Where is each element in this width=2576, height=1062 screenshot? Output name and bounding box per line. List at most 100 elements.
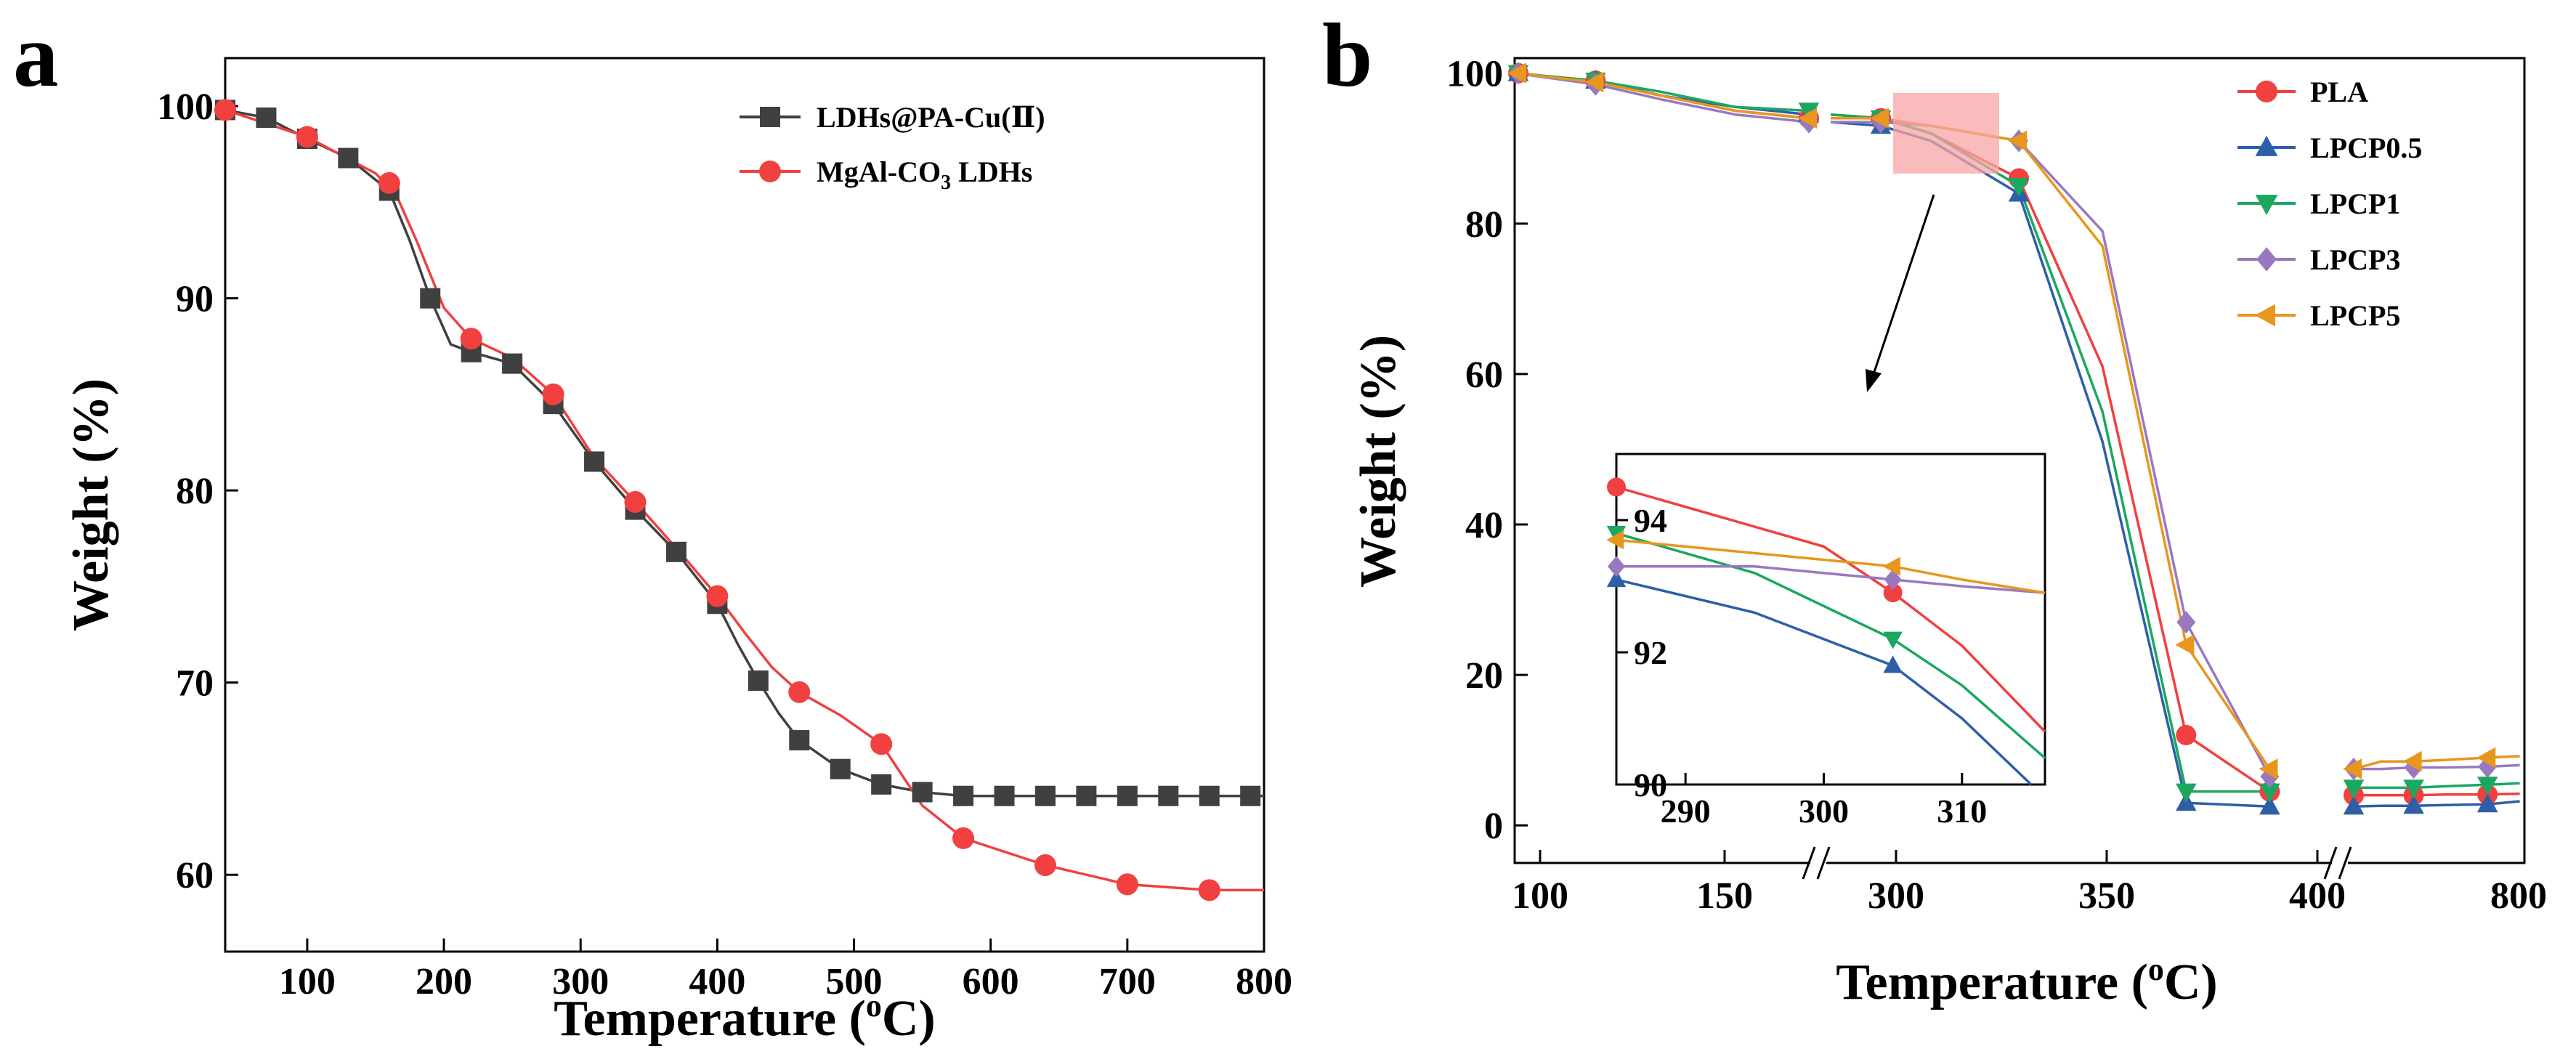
y-tick-label: 60: [1465, 354, 1503, 396]
data-point: [1116, 873, 1138, 896]
data-point: [1198, 879, 1220, 901]
data-point: [2259, 795, 2280, 815]
data-point: [2343, 795, 2365, 815]
panel-label-a: a: [13, 6, 59, 106]
inset-plot: 290 300 310 90 92 94: [1606, 453, 2046, 830]
data-point: [1199, 785, 1220, 806]
legend-label: LPCP5: [2310, 299, 2400, 332]
data-point: [2476, 793, 2498, 813]
series-line: [2353, 800, 2520, 808]
inset-data-point: [1883, 631, 1903, 649]
legend-marker: [2256, 247, 2277, 272]
x-tick-label: 150: [1696, 875, 1753, 917]
data-point: [748, 670, 769, 692]
y-tick-label: 60: [176, 855, 214, 896]
series-line: [1514, 71, 1810, 123]
panel-a-ticks: 100 200 300 400 500 600 700 800 60 70 80 90 100: [157, 86, 1292, 1002]
panel-b-x-title: Temperature (oC): [1836, 952, 2218, 1010]
panel-a-y-title: Weight (%): [63, 378, 119, 631]
data-point: [1240, 785, 1261, 806]
data-point: [789, 730, 810, 751]
data-point: [1870, 108, 1890, 129]
data-point: [296, 126, 318, 148]
x-tick-label: 800: [2490, 875, 2547, 917]
legend-label: PLA: [2310, 76, 2368, 108]
data-point: [952, 827, 975, 849]
data-point: [2008, 177, 2030, 197]
data-point: [1158, 785, 1179, 806]
data-point: [2176, 724, 2197, 745]
inset-data-point: [1606, 569, 1627, 588]
y-tick-label: 0: [1484, 806, 1503, 847]
panel-a: 100 200 300 400 500 600 700 800 60 70 80 90 100 Temp…: [63, 57, 1292, 1047]
series-line: [224, 108, 1264, 892]
data-point: [2343, 779, 2365, 799]
data-point: [1507, 62, 1527, 84]
data-point: [2259, 758, 2278, 779]
data-point: [870, 733, 893, 755]
data-point: [624, 491, 647, 514]
x-tick-label: 400: [2289, 875, 2346, 917]
y-tick-label: 20: [1465, 655, 1503, 697]
axis-break-mark: [1802, 846, 1816, 880]
data-point: [994, 785, 1015, 806]
legend-label: LPCP0.5: [2310, 131, 2422, 164]
data-point: [2404, 755, 2423, 779]
axis-break-mark: [2323, 846, 2338, 880]
data-point: [378, 171, 400, 194]
panel-a-legend: LDHs@PA-Cu(Ⅱ) MgAl-CO3 LDHs: [740, 101, 1045, 194]
legend-marker: [2256, 81, 2277, 102]
legend-label: LPCP1: [2310, 187, 2400, 220]
inset-data-point: [1883, 583, 1903, 603]
panel-a-curves: [224, 108, 1264, 892]
data-point: [2403, 795, 2424, 814]
legend-marker: [2255, 195, 2278, 216]
legend-marker: [2255, 135, 2278, 156]
y-tick-label: 100: [1446, 54, 1503, 95]
data-point: [214, 99, 236, 121]
panel-b-legend: PLA LPCP0.5 LPCP1 LPCP3 LPCP5: [2237, 76, 2422, 332]
data-point: [788, 681, 811, 703]
x-tick-label: 100: [1512, 875, 1568, 917]
data-point: [706, 585, 729, 607]
inset-ticks: 290 300 310 90 92 94: [1616, 502, 1987, 830]
inset-y-tick-label: 92: [1634, 634, 1667, 671]
data-point: [871, 774, 892, 795]
y-tick-label: 70: [176, 663, 214, 705]
inset-y-tick-label: 90: [1634, 766, 1667, 803]
data-point: [953, 785, 974, 806]
legend-label: LPCP3: [2310, 243, 2400, 276]
data-point: [338, 147, 359, 169]
x-tick-label: 300: [1868, 875, 1924, 917]
inset-data-point: [1884, 569, 1902, 591]
data-point: [1117, 785, 1138, 806]
inset-data-point: [1883, 655, 1903, 673]
data-point: [1034, 854, 1056, 876]
data-point: [502, 353, 523, 374]
data-point: [2175, 634, 2195, 656]
inset-markers: [1606, 477, 1903, 673]
inset-y-tick-label: 94: [1634, 502, 1667, 539]
data-point: [2403, 779, 2424, 799]
panel-a-markers: [214, 99, 1261, 901]
x-tick-label: 200: [416, 961, 472, 1002]
x-tick-label: 500: [826, 961, 883, 1002]
data-point: [1798, 108, 1818, 129]
panel-b-frame: [1513, 57, 2526, 864]
data-point: [2176, 611, 2196, 634]
panel-a-x-title: Temperature (oC): [554, 988, 936, 1047]
data-point: [2476, 747, 2496, 769]
data-point: [2259, 783, 2280, 803]
data-point: [912, 782, 933, 803]
x-tick-label: 600: [963, 961, 1019, 1002]
data-point: [1076, 785, 1097, 806]
y-tick-label: 100: [157, 86, 214, 128]
inset-x-tick-label: 290: [1661, 793, 1711, 830]
data-point: [584, 451, 605, 472]
x-tick-label: 700: [1099, 961, 1156, 1002]
panel-b-y-title: Weight (%): [1350, 335, 1406, 588]
data-point: [1034, 785, 1056, 806]
x-tick-label: 350: [2078, 875, 2135, 917]
data-point: [542, 383, 564, 405]
